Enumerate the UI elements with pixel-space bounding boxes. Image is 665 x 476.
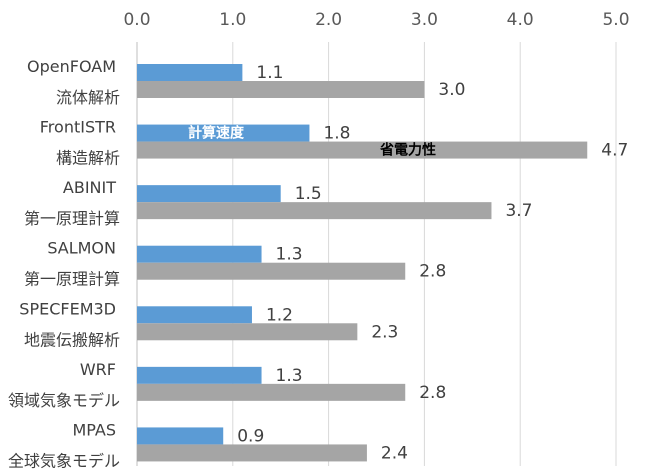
x-tick-label: 2.0 xyxy=(315,10,342,30)
category-label-domain: 領域気象モデル xyxy=(8,391,120,410)
category-label-app: WRF xyxy=(80,360,116,379)
category-label-app: FrontISTR xyxy=(40,118,116,137)
data-label: 1.8 xyxy=(323,124,350,144)
legend-label-power: 省電力性 xyxy=(379,142,436,159)
bar-power xyxy=(137,444,367,462)
data-label: 1.3 xyxy=(276,245,303,265)
category-label-domain: 全球気象モデル xyxy=(8,451,120,470)
category-label-app: SALMON xyxy=(47,239,116,258)
bar-power xyxy=(137,323,358,341)
data-label: 0.9 xyxy=(237,426,264,446)
bar-speed xyxy=(137,124,310,142)
bar-speed xyxy=(137,64,243,81)
bar-power xyxy=(137,141,588,159)
bar-power xyxy=(137,262,406,280)
bar-speed xyxy=(137,427,224,445)
bar-speed xyxy=(137,185,281,203)
x-tick-label: 3.0 xyxy=(411,10,438,30)
bar-power xyxy=(137,81,425,98)
x-tick-label: 5.0 xyxy=(602,10,629,30)
bar-speed xyxy=(137,306,252,324)
data-label: 1.2 xyxy=(266,305,293,325)
category-label-domain: 構造解析 xyxy=(56,149,120,168)
bar-power xyxy=(137,383,406,401)
data-label: 1.5 xyxy=(295,184,322,204)
category-label-app: MPAS xyxy=(72,420,116,439)
bar-speed xyxy=(137,366,262,384)
data-label: 2.8 xyxy=(419,262,446,282)
x-tick-label: 1.0 xyxy=(219,10,246,30)
data-label: 3.0 xyxy=(438,80,465,100)
data-label: 2.8 xyxy=(419,383,446,403)
bar-speed xyxy=(137,245,262,263)
category-label-app: OpenFOAM xyxy=(27,57,116,76)
data-label: 4.7 xyxy=(601,141,628,161)
data-label: 1.1 xyxy=(256,63,283,83)
category-label-domain: 第一原理計算 xyxy=(24,209,120,228)
x-tick-label: 0.0 xyxy=(123,10,150,30)
category-label-domain: 地震伝搬解析 xyxy=(24,330,120,349)
category-label-app: SPECFEM3D xyxy=(19,299,116,318)
legend-label-speed: 計算速度 xyxy=(188,125,245,142)
bar-power xyxy=(137,202,492,220)
x-tick-label: 4.0 xyxy=(507,10,534,30)
category-label-app: ABINIT xyxy=(63,178,116,197)
data-label: 2.3 xyxy=(371,322,398,342)
data-label: 2.4 xyxy=(381,443,408,463)
category-label-domain: 流体解析 xyxy=(56,88,120,107)
data-label: 3.7 xyxy=(505,201,532,221)
category-label-domain: 第一原理計算 xyxy=(24,270,120,289)
data-label: 1.3 xyxy=(276,366,303,386)
